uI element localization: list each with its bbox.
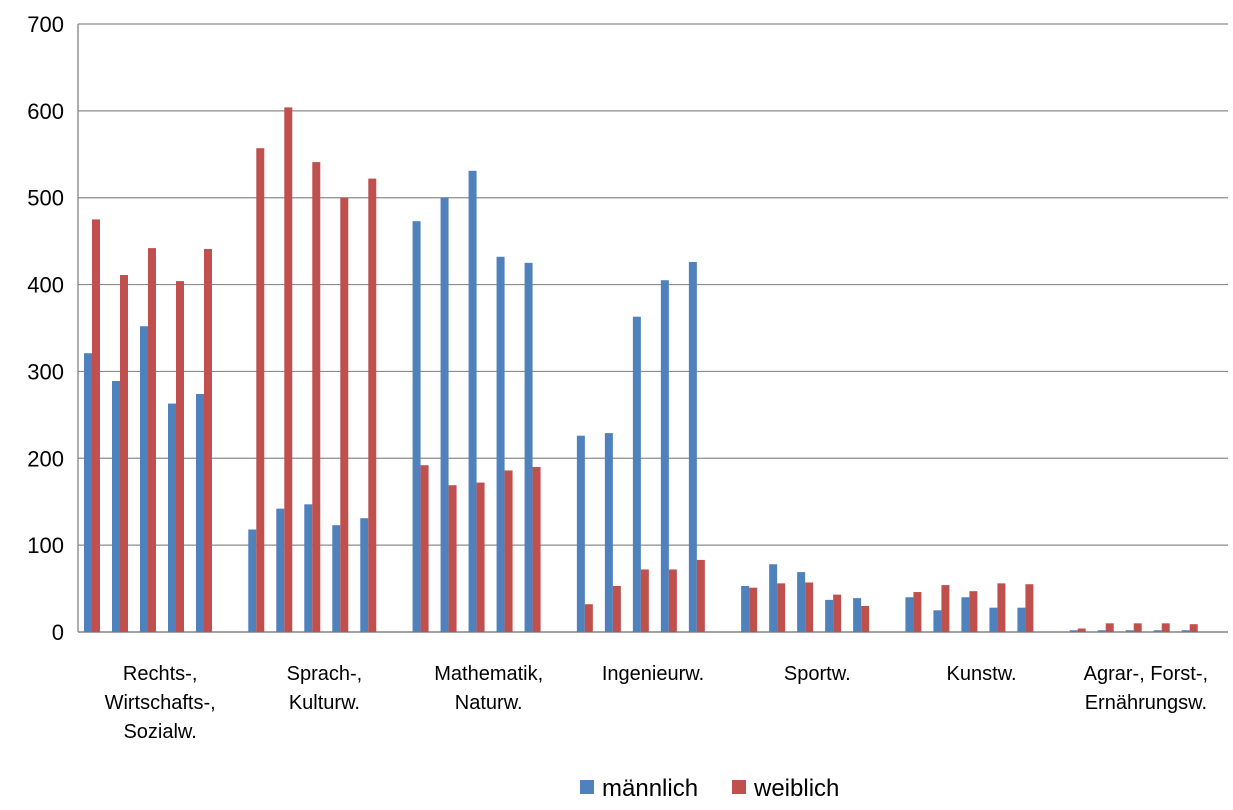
bar-maennlich-cat3-3	[660, 280, 669, 632]
category-label-0-line-0: Rechts-,	[123, 663, 197, 685]
category-label-1-line-1: Kulturw.	[289, 692, 360, 714]
bar-maennlich-cat5-3	[989, 607, 998, 632]
bar-maennlich-cat4-3	[825, 599, 834, 632]
legend-label-maennlich: männlich	[602, 775, 698, 802]
bar-weiblich-cat4-0	[749, 587, 758, 632]
bar-maennlich-cat1-3	[332, 525, 341, 632]
bar-maennlich-cat5-2	[961, 597, 970, 632]
bar-maennlich-cat6-0	[1069, 630, 1078, 632]
bar-weiblich-cat4-4	[861, 605, 870, 632]
bar-weiblich-cat6-4	[1189, 624, 1198, 632]
category-label-5-line-0: Kunstw.	[947, 663, 1017, 685]
category-label-3-line-0: Ingenieurw.	[602, 663, 704, 685]
bar-weiblich-cat5-2	[969, 591, 978, 632]
legend-swatch-weiblich	[732, 780, 746, 794]
bar-maennlich-cat6-1	[1097, 630, 1106, 632]
y-tick-label-300: 300	[27, 359, 64, 384]
bar-weiblich-cat3-4	[696, 559, 705, 632]
category-label-1-line-0: Sprach-,	[287, 663, 363, 685]
y-tick-label-500: 500	[27, 186, 64, 211]
bar-weiblich-cat0-2	[148, 248, 156, 632]
y-tick-label-0: 0	[52, 620, 64, 645]
bar-weiblich-cat1-0	[256, 148, 265, 632]
bar-maennlich-cat2-3	[496, 256, 505, 632]
y-tick-label-600: 600	[27, 99, 64, 124]
bar-maennlich-cat1-1	[276, 508, 285, 632]
category-label-2-line-0: Mathematik,	[434, 663, 543, 685]
bar-weiblich-cat5-0	[913, 592, 922, 632]
bar-weiblich-cat3-2	[640, 569, 649, 632]
bar-weiblich-cat1-3	[340, 197, 349, 632]
bar-maennlich-cat1-2	[304, 504, 313, 632]
bar-maennlich-cat0-2	[140, 326, 148, 632]
bar-weiblich-cat3-3	[668, 569, 677, 632]
bar-weiblich-cat4-1	[777, 583, 786, 632]
bar-maennlich-cat3-4	[688, 261, 697, 632]
bar-maennlich-cat2-0	[412, 221, 421, 632]
bar-maennlich-cat6-2	[1125, 630, 1134, 632]
bar-weiblich-cat2-1	[448, 485, 457, 632]
bar-maennlich-cat0-4	[196, 394, 204, 632]
bar-maennlich-cat4-0	[741, 585, 750, 632]
bar-maennlich-cat4-2	[797, 572, 806, 632]
bar-weiblich-cat0-0	[92, 219, 100, 632]
bar-weiblich-cat6-3	[1161, 623, 1170, 632]
bar-weiblich-cat5-4	[1025, 584, 1034, 632]
bar-weiblich-cat5-3	[997, 583, 1006, 632]
y-tick-label-400: 400	[27, 273, 64, 298]
bar-weiblich-cat2-3	[504, 470, 513, 632]
legend-label-weiblich: weiblich	[753, 775, 839, 802]
bar-weiblich-cat2-2	[476, 482, 485, 632]
bar-maennlich-cat0-3	[168, 403, 176, 632]
bar-weiblich-cat3-1	[612, 585, 621, 632]
bar-maennlich-cat0-1	[112, 380, 120, 632]
bar-weiblich-cat5-1	[941, 585, 950, 632]
bar-maennlich-cat0-0	[84, 353, 92, 632]
bar-weiblich-cat0-4	[204, 248, 212, 632]
bar-weiblich-cat4-2	[805, 582, 814, 632]
bar-weiblich-cat6-0	[1077, 628, 1086, 632]
bar-weiblich-cat1-2	[312, 162, 321, 633]
y-tick-label-100: 100	[27, 533, 64, 558]
bar-maennlich-cat1-4	[360, 518, 369, 632]
bar-maennlich-cat3-1	[604, 433, 613, 632]
bar-maennlich-cat3-2	[632, 316, 641, 632]
bar-maennlich-cat1-0	[248, 529, 257, 632]
bar-maennlich-cat6-3	[1153, 630, 1162, 632]
category-label-0-line-1: Wirtschafts-,	[105, 692, 216, 714]
bar-maennlich-cat3-0	[576, 435, 585, 632]
bar-maennlich-cat2-1	[440, 197, 449, 632]
category-label-6-line-0: Agrar-, Forst-,	[1084, 663, 1208, 685]
category-label-6-line-1: Ernährungsw.	[1085, 692, 1207, 714]
bar-maennlich-cat2-4	[524, 262, 533, 632]
y-tick-label-700: 700	[27, 12, 64, 37]
legend-swatch-maennlich	[580, 780, 594, 794]
bar-maennlich-cat5-4	[1017, 607, 1026, 632]
bar-weiblich-cat6-2	[1133, 623, 1142, 632]
bar-maennlich-cat5-0	[905, 597, 914, 632]
bar-weiblich-cat6-1	[1105, 623, 1114, 632]
bar-weiblich-cat1-4	[368, 178, 377, 632]
bar-weiblich-cat2-4	[532, 466, 541, 632]
bar-weiblich-cat4-3	[833, 594, 842, 632]
y-tick-label-200: 200	[27, 446, 64, 471]
bar-weiblich-cat0-1	[120, 275, 128, 632]
bar-weiblich-cat1-1	[284, 107, 293, 632]
bar-maennlich-cat4-1	[769, 564, 778, 632]
bar-maennlich-cat2-2	[468, 170, 477, 632]
bar-weiblich-cat2-0	[420, 465, 429, 632]
category-label-4-line-0: Sportw.	[784, 663, 851, 685]
category-label-0-line-2: Sozialw.	[123, 721, 196, 743]
bar-weiblich-cat3-0	[584, 604, 593, 632]
bar-maennlich-cat4-4	[853, 598, 862, 632]
category-label-2-line-1: Naturw.	[455, 692, 523, 714]
bar-weiblich-cat0-3	[176, 281, 184, 632]
bar-maennlich-cat6-4	[1181, 630, 1190, 632]
bar-maennlich-cat5-1	[933, 610, 942, 632]
